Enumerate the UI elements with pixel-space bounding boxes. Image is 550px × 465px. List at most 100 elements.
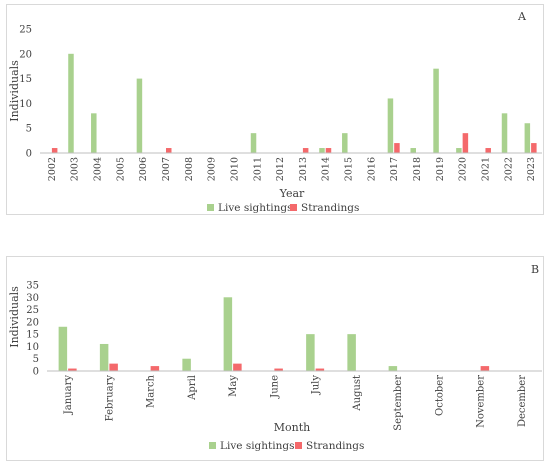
chart-a-x-tick-label: 2003	[70, 157, 81, 181]
chart-b-legend-label-live-sightings: Live sightings	[220, 440, 295, 452]
chart-a-x-tick-label: 2008	[184, 157, 195, 181]
chart-a-x-tick-label: 2009	[207, 157, 218, 181]
chart-b-x-axis-label: Month	[274, 421, 310, 434]
chart-b-legend-swatch-strandings	[295, 442, 302, 449]
chart-a-bar-strandings	[302, 148, 309, 153]
chart-a-x-tick-label: 2013	[298, 157, 309, 181]
chart-a-bar-live-sightings	[456, 148, 462, 153]
chart-a-y-tick-label: 25	[19, 25, 32, 36]
chart-b-x-tick-label: October	[434, 375, 445, 416]
chart-a-x-tick-label: 2006	[138, 157, 149, 181]
chart-b-bar-strandings	[480, 366, 490, 371]
chart-a-bar-strandings	[166, 148, 172, 153]
chart-b-y-tick-label: 5	[33, 354, 39, 365]
chart-a-x-tick-label: 2010	[229, 157, 240, 181]
chart-b-bar-live-sightings	[182, 358, 191, 371]
chart-a-bar-live-sightings	[410, 148, 416, 153]
chart-b-bar-live-sightings	[223, 297, 233, 371]
chart-b-bar-strandings	[315, 368, 325, 371]
chart-a-x-tick-label: 2014	[321, 157, 332, 181]
chart-b-x-tick-label: August	[352, 375, 363, 412]
chart-b-bar-strandings	[68, 368, 77, 371]
chart-b-y-tick-label: 0	[33, 367, 39, 378]
chart-a-y-tick-label: 15	[19, 74, 32, 85]
chart-b-x-tick-label: June	[269, 375, 280, 399]
chart-b-bar-live-sightings	[58, 326, 68, 371]
chart-b-x-tick-label: September	[393, 375, 404, 431]
chart-b-x-tick-label: May	[228, 375, 239, 397]
chart-b-bar-strandings	[274, 368, 283, 371]
chart-b-bar-live-sightings	[306, 334, 315, 371]
chart-a-bar-strandings	[51, 148, 58, 153]
chart-a-x-tick-label: 2012	[275, 157, 286, 181]
chart-a-x-tick-label: 2020	[458, 157, 469, 181]
chart-b-x-tick-label: November	[476, 375, 487, 428]
chart-b-x-tick-label: April	[187, 375, 198, 401]
chart-b-y-tick-label: 25	[26, 305, 39, 316]
chart-a-bar-strandings	[531, 143, 537, 153]
chart-a-x-tick-label: 2002	[47, 157, 58, 181]
chart-b-y-tick-label: 10	[26, 342, 39, 353]
chart-a-y-axis-label: Individuals	[8, 60, 21, 122]
chart-a-bar-live-sightings	[250, 133, 257, 153]
chart-b-legend-swatch-live-sightings	[209, 442, 216, 449]
chart-a-svg: A 0 5 10 15 20 25 Individuals 2002 2003 2004 2005 20…	[8, 10, 542, 214]
chart-a-bar-live-sightings	[91, 113, 97, 153]
chart-a-x-tick-label: 2019	[435, 157, 446, 181]
chart-a-y-tick-label: 0	[26, 149, 32, 160]
chart-b-bar-strandings	[233, 363, 242, 371]
chart-a-bar-live-sightings	[136, 78, 143, 153]
chart-b-y-tick-label: 20	[26, 317, 39, 328]
chart-a-x-tick-label: 2015	[344, 157, 355, 181]
chart-a-x-tick-label: 2018	[412, 157, 423, 181]
chart-a-y-tick-label: 20	[19, 49, 32, 60]
chart-a-x-tick-label: 2007	[161, 157, 172, 181]
chart-a-bar-strandings	[462, 133, 469, 153]
chart-a-x-tick-label: 2004	[93, 157, 104, 181]
chart-a-legend-swatch-strandings	[290, 204, 297, 211]
chart-a-x-tick-label: 2005	[115, 157, 126, 181]
chart-a-bar-live-sightings	[501, 113, 508, 153]
chart-a-bar-live-sightings	[387, 98, 394, 153]
chart-a-x-tick-label: 2016	[366, 157, 377, 181]
chart-b-x-tick-label: July	[311, 375, 322, 396]
chart-b-bar-live-sightings	[388, 366, 398, 371]
chart-b-x-tick-label: December	[517, 375, 528, 427]
chart-a-x-tick-label: 2011	[252, 157, 263, 181]
chart-a-legend-label-strandings: Strandings	[301, 202, 359, 214]
chart-b-x-tick-label: March	[146, 374, 157, 408]
chart-a-bar-live-sightings	[319, 148, 325, 153]
chart-a-x-tick-label: 2021	[480, 157, 491, 181]
chart-b-y-tick-label: 15	[26, 330, 39, 341]
chart-b-panel-label: B	[531, 263, 539, 276]
chart-a-legend-swatch-live-sightings	[207, 204, 214, 211]
chart-a-bar-strandings	[485, 148, 491, 153]
chart-a-panel-label: A	[517, 10, 527, 23]
chart-a-bar-strandings	[325, 148, 332, 153]
chart-b-bar-live-sightings	[99, 343, 109, 371]
chart-a-x-tick-label: 2023	[526, 157, 537, 181]
chart-a-y-tick-label: 10	[19, 99, 32, 110]
chart-a-y-tick-label: 5	[26, 124, 32, 135]
chart-a-x-axis-label: Year	[279, 187, 305, 200]
chart-b-x-tick-label: February	[104, 375, 115, 422]
chart-b-y-tick-label: 35	[26, 281, 39, 292]
chart-b-bar-strandings	[150, 366, 160, 371]
chart-panel-a: A 0 5 10 15 20 25 Individuals 2002 2003 2004 2005 20…	[6, 4, 544, 215]
chart-a-bar-live-sightings	[342, 133, 348, 153]
chart-panel-b: B 0 5 10 15 20 25 30 35 Individuals January Februar…	[6, 256, 544, 461]
chart-a-bar-live-sightings	[524, 123, 531, 153]
chart-b-bar-strandings	[109, 363, 118, 371]
chart-b-bar-live-sightings	[347, 334, 356, 371]
chart-a-legend-label-live-sightings: Live sightings	[218, 202, 293, 214]
chart-a-x-tick-label: 2017	[389, 157, 400, 181]
chart-b-x-tick-label: January	[63, 375, 74, 416]
chart-b-y-axis-label: Individuals	[8, 286, 21, 348]
chart-a-x-tick-label: 2022	[503, 157, 514, 181]
chart-a-bar-strandings	[394, 143, 400, 153]
chart-b-y-tick-label: 30	[26, 293, 39, 304]
chart-b-legend-label-strandings: Strandings	[306, 440, 364, 452]
chart-a-bar-live-sightings	[68, 53, 74, 153]
chart-a-bar-live-sightings	[433, 68, 439, 153]
